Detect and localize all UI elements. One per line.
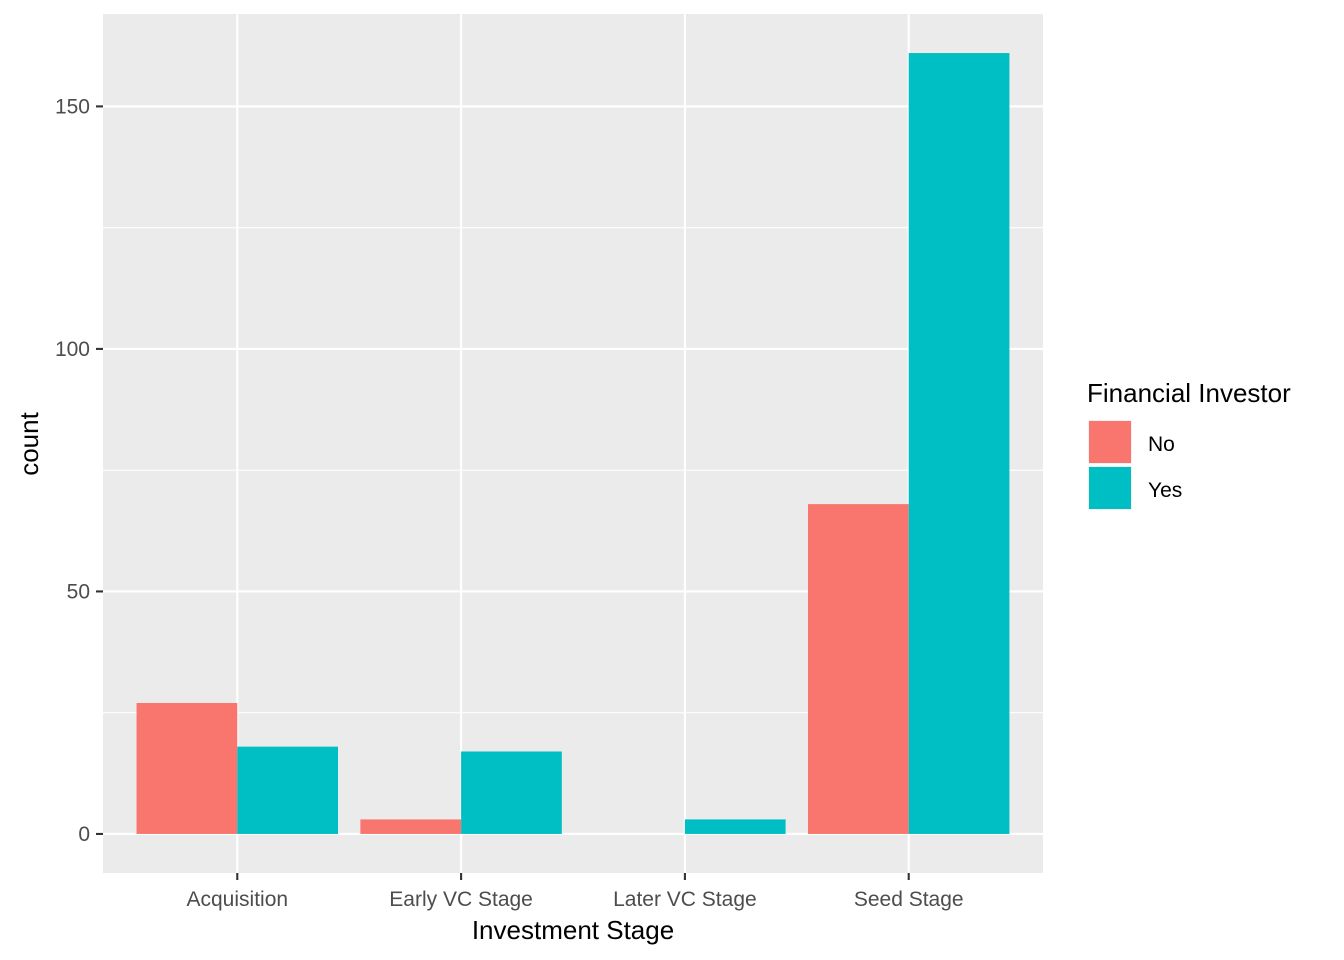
bar-no-seed-stage xyxy=(808,504,909,834)
bar-yes-later-vc-stage xyxy=(684,819,786,834)
legend-swatch-no xyxy=(1089,421,1131,463)
bar-yes-acquisition xyxy=(237,746,338,834)
bar-no-acquisition xyxy=(136,702,238,834)
bars xyxy=(136,53,1010,834)
legend-swatch-yes xyxy=(1089,467,1131,509)
x-tick-label: Acquisition xyxy=(187,888,289,911)
legend-title: Financial Investor xyxy=(1087,378,1291,408)
legend-label-yes: Yes xyxy=(1148,479,1182,502)
y-tick-label: 0 xyxy=(78,823,90,846)
bar-yes-early-vc-stage xyxy=(461,751,562,834)
x-tick-label: Seed Stage xyxy=(854,888,964,911)
x-tick-label: Later VC Stage xyxy=(613,888,757,911)
bar-yes-seed-stage xyxy=(908,53,1010,834)
y-tick-label: 150 xyxy=(55,95,90,118)
legend: Financial Investor No Yes xyxy=(1087,378,1291,510)
bar-no-early-vc-stage xyxy=(360,819,462,834)
x-tick-label: Early VC Stage xyxy=(389,888,533,911)
x-axis: Acquisition Early VC Stage Later VC Stage S… xyxy=(187,873,964,911)
y-axis-title: count xyxy=(14,411,44,475)
y-tick-label: 50 xyxy=(67,580,90,603)
x-axis-title: Investment Stage xyxy=(472,915,674,945)
y-tick-label: 100 xyxy=(55,338,90,361)
legend-label-no: No xyxy=(1148,433,1175,456)
y-axis: 0 50 100 150 xyxy=(55,95,103,846)
